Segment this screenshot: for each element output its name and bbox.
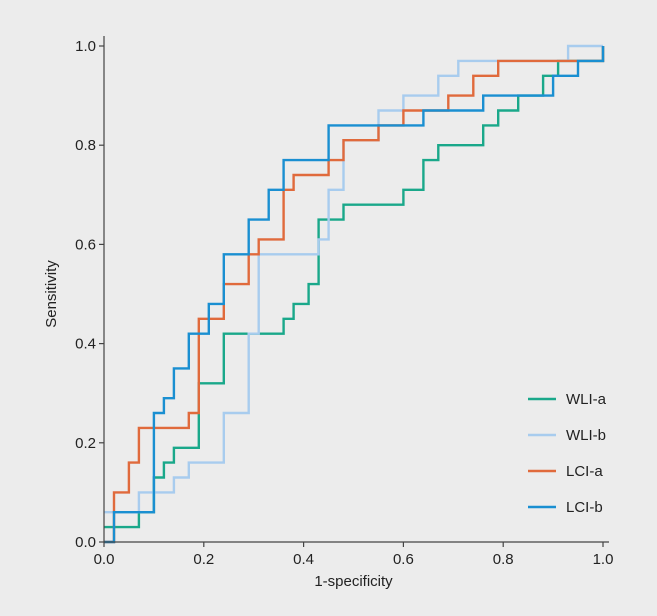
- legend-label-wli-b: WLI-b: [566, 427, 606, 444]
- y-tick-label: 0.4: [75, 336, 96, 353]
- legend: WLI-a WLI-b LCI-a LCI-b: [528, 391, 607, 516]
- series-line-lci-b: [104, 46, 605, 544]
- x-tick-label: 0.2: [193, 551, 214, 568]
- series-line-lci-a: [104, 46, 605, 544]
- x-axis-label: 1-specificity: [314, 573, 393, 590]
- y-tick-label: 1.0: [75, 38, 96, 55]
- legend-label-lci-b: LCI-b: [566, 499, 603, 516]
- x-tick-label: 0.8: [493, 551, 514, 568]
- x-tick-label: 1.0: [593, 551, 614, 568]
- legend-label-wli-a: WLI-a: [566, 391, 607, 408]
- legend-label-lci-a: LCI-a: [566, 463, 603, 480]
- y-axis-label: Sensitivity: [43, 260, 60, 328]
- series-layer: [104, 44, 605, 544]
- x-tick-label: 0.4: [293, 551, 314, 568]
- y-tick-label: 0.8: [75, 137, 96, 154]
- x-tick-label: 0.6: [393, 551, 414, 568]
- x-tick-label: 0.0: [94, 551, 115, 568]
- y-tick-label: 0.0: [75, 534, 96, 551]
- series-line-wli-b: [104, 44, 603, 514]
- axes-layer: 0.0 0.2 0.4 0.6 0.8 1.0 0.0 0.2 0.4 0.6 0.8 1.0 1-sp…: [43, 36, 613, 590]
- y-tick-label: 0.2: [75, 435, 96, 452]
- series-line-wli-a: [104, 46, 605, 529]
- y-tick-label: 0.6: [75, 236, 96, 253]
